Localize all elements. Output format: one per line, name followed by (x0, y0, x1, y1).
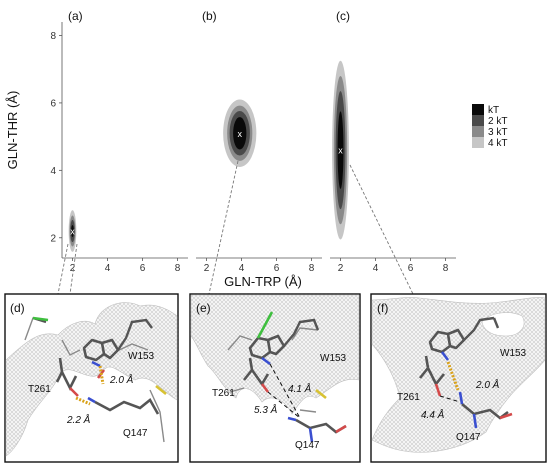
x-tick-label: 2 (338, 263, 344, 274)
legend-label: kT (488, 105, 499, 116)
snapshot-e-distance-2: 5.3 Å (254, 403, 278, 416)
snapshot-f-distance-1: 2.0 Å (475, 378, 500, 391)
snapshot-e-letter: (e) (196, 301, 211, 315)
x-tick-label: 4 (373, 263, 379, 274)
trp-sidechain-e (283, 318, 320, 347)
panel-letter: (c) (336, 9, 350, 23)
thr-sidechain-f (418, 355, 446, 387)
legend: kT2 kT3 kT4 kT (472, 104, 507, 149)
legend-label: 2 kT (488, 116, 507, 127)
legend-swatch (472, 137, 484, 148)
snapshot-f-distance-2: 4.4 Å (421, 408, 445, 421)
gln-chain-d (94, 398, 160, 415)
thr-oxygen-d (69, 387, 79, 397)
y-tick-label: 4 (50, 166, 56, 177)
x-tick-label: 8 (175, 263, 181, 274)
hbond-d-1 (98, 365, 105, 385)
minimum-marker: x (238, 129, 243, 139)
hbond-f-1 (446, 361, 460, 391)
thr-oxygen-f (434, 383, 442, 397)
contour-kt (71, 224, 74, 238)
snapshot-d-residue-t261: T261 (28, 384, 51, 395)
y-tick-label: 8 (50, 31, 56, 42)
snapshot-d-letter: (d) (10, 301, 25, 315)
y-tick-label: 2 (50, 233, 56, 244)
x-tick-label: 6 (274, 263, 280, 274)
snapshot-d-residue-w153: W153 (128, 351, 155, 362)
dist-line-e-1 (269, 363, 301, 419)
surface-mesh-f (371, 297, 546, 453)
connector-a-left (57, 243, 69, 295)
gln-nitrogen-e (287, 416, 297, 422)
yellow-sulfur-d (155, 384, 167, 396)
surface-mesh-d (5, 302, 178, 457)
yellow-sulfur-e (315, 388, 327, 400)
x-tick-label: 8 (443, 263, 449, 274)
snapshot-e-residue-q147: Q147 (295, 440, 320, 451)
thr-oxygen-e (260, 383, 270, 393)
dist-line-f-2 (439, 395, 461, 403)
connector-c (349, 164, 414, 295)
trp-nitrogen-f (440, 351, 450, 361)
y-tick-label: 6 (50, 98, 56, 109)
hbond-d-2 (75, 396, 91, 406)
gln-oxygen-f (499, 412, 513, 420)
y-axis-title: GLN-THR (Å) (5, 91, 20, 170)
trp-nitrogen-d (91, 360, 101, 368)
x-tick-label: 4 (105, 263, 111, 274)
x-tick-label: 4 (239, 263, 245, 274)
snapshot-d-distance-2: 2.2 Å (66, 413, 91, 426)
x-tick-label: 8 (309, 263, 315, 274)
gln-nitrogen-f (458, 391, 464, 405)
snapshot-d-residue-q147: Q147 (123, 428, 148, 439)
snapshot-e-residue-w153: W153 (320, 353, 347, 364)
snapshot-e-distance-1: 4.1 Å (288, 382, 312, 395)
snapshot-f-letter: (f) (377, 301, 388, 315)
panel-letter: (b) (202, 9, 217, 23)
green-carbon-e (256, 311, 274, 339)
connector-b (208, 160, 239, 295)
x-tick-label: 2 (70, 263, 76, 274)
minimum-marker: x (338, 146, 343, 156)
green-carbon-d (32, 316, 49, 322)
legend-swatch (472, 115, 484, 126)
gln-oxygen-e2 (335, 424, 347, 434)
legend-swatch (472, 126, 484, 137)
legend-label: 4 kT (488, 138, 507, 149)
connectors (57, 160, 414, 295)
thr-sidechain-e (242, 357, 270, 387)
trp-nitrogen-e (261, 356, 271, 366)
panel-a-plot: 2 4 6 8 2 4 6 8 (a) x (50, 9, 188, 274)
contour-kt (337, 111, 344, 189)
panel-letter: (a) (68, 9, 83, 23)
snapshot-e-residue-t261: T261 (212, 388, 235, 399)
x-tick-label: 6 (408, 263, 414, 274)
panel-b-plot: 2 4 6 8 (b) x (196, 9, 322, 274)
trp-sidechain-f (463, 316, 500, 341)
connector-a-right (69, 243, 78, 295)
thr-sidechain-d (55, 357, 78, 391)
snapshot-f-residue-t261: T261 (397, 392, 420, 403)
x-tick-label: 6 (140, 263, 146, 274)
backbone-e (227, 327, 319, 413)
snapshot-e: (e) W153 T261 Q147 4.1 Å 5.3 Å (189, 293, 361, 463)
panel-c-plot: 2 4 6 8 (c) x (330, 9, 456, 274)
gln-oxygen-e (308, 427, 314, 443)
snapshot-d: (d) W153 T261 Q147 2.0 Å 2.2 Å (4, 293, 179, 463)
gln-nitrogen-d (87, 396, 96, 404)
snapshot-f-residue-w153: W153 (500, 348, 527, 359)
legend-label: 3 kT (488, 127, 507, 138)
snapshot-d-distance-1: 2.0 Å (109, 373, 134, 386)
minimum-marker: x (70, 227, 75, 237)
legend-swatch (472, 104, 484, 115)
x-tick-label: 2 (204, 263, 210, 274)
x-axis-title: GLN-TRP (Å) (224, 274, 302, 289)
snapshot-f: (f) W153 T261 Q147 2.0 Å 4.4 Å (370, 293, 547, 463)
snapshot-f-residue-q147: Q147 (456, 432, 481, 443)
contour-kt (233, 117, 247, 150)
gln-nitrogen-f2 (472, 413, 478, 429)
